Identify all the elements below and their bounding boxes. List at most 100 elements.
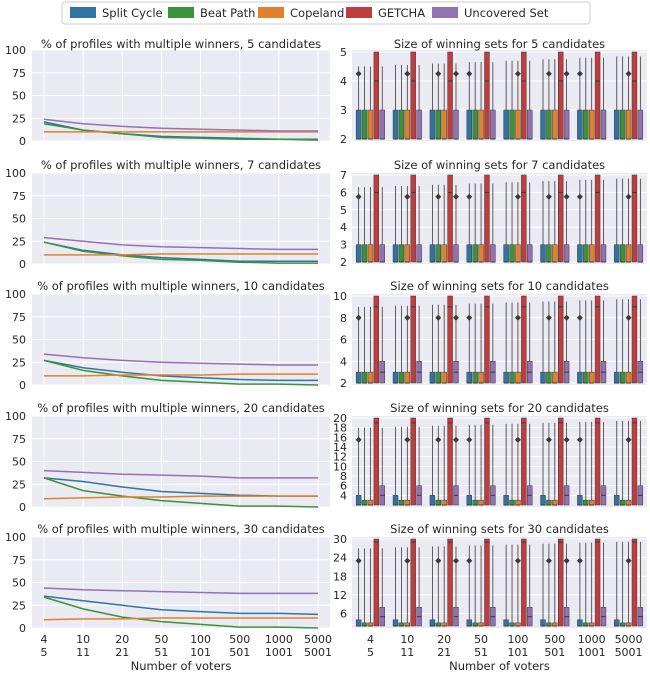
boxen-box (447, 538, 453, 627)
boxen-box (441, 499, 447, 506)
boxen-box (540, 495, 546, 506)
outlier-marker (404, 193, 411, 200)
line-chart-panel: 0 25 50 75 100 % of profiles with multiple wi… (5, 279, 330, 392)
boxen-chart-panel: 2 4 6 8 10 Size of winning sets for 10 candid… (333, 279, 647, 390)
boxen-box (625, 371, 632, 384)
x-tick-label: 20 (437, 633, 451, 646)
boxen-box (410, 295, 416, 384)
y-tick-label: 5 (340, 46, 347, 59)
boxen-box (625, 244, 632, 263)
x-tick-label: 1000 (578, 633, 606, 646)
y-tick-label: 100 (5, 167, 26, 180)
boxen-box (515, 499, 521, 506)
boxen-box (588, 244, 595, 263)
x-tick-label: 5000 (304, 633, 332, 646)
boxen-box (435, 244, 441, 263)
boxen-box (466, 371, 472, 384)
outlier-marker (404, 314, 411, 321)
boxen-box (552, 109, 558, 140)
outlier-marker (466, 436, 473, 443)
boxen-box (614, 244, 620, 263)
x-tick-label: 5000 (615, 633, 643, 646)
outlier-marker (563, 314, 570, 321)
y-tick-label: 100 (5, 531, 26, 544)
x-tick-label: 5 (41, 646, 48, 659)
series-line (43, 617, 318, 621)
boxen-box (435, 499, 441, 506)
outlier-marker (435, 557, 442, 564)
outlier-marker (404, 436, 411, 443)
outlier-marker (355, 193, 362, 200)
boxen-box (367, 244, 374, 263)
boxen-box (373, 174, 380, 263)
boxen-box (614, 619, 620, 627)
outlier-marker (355, 70, 362, 77)
x-tick-label: 10 (76, 633, 90, 646)
outlier-marker (576, 193, 583, 200)
outlier-marker (563, 193, 570, 200)
y-tick-label: 50 (12, 334, 26, 347)
boxen-box (614, 109, 620, 140)
boxen-box (594, 51, 601, 140)
boxen-box (631, 51, 638, 140)
y-tick-label: 4 (340, 75, 347, 88)
boxen-box (515, 244, 521, 263)
outlier-marker (576, 314, 583, 321)
series-line (43, 587, 318, 595)
y-tick-label: 20 (333, 412, 347, 425)
outlier-marker (466, 557, 473, 564)
boxen-box (503, 371, 509, 384)
y-tick-label: 50 (12, 90, 26, 103)
boxen-box (367, 371, 374, 384)
boxen-box (503, 109, 509, 140)
boxen-box (583, 371, 589, 384)
outlier-marker (514, 557, 521, 564)
boxen-box (410, 174, 416, 263)
boxen-box (410, 417, 416, 506)
outlier-marker (466, 314, 473, 321)
boxen-box (373, 538, 380, 627)
boxen-box (588, 499, 595, 506)
x-tick-label: 4 (41, 633, 48, 646)
outlier-marker (545, 557, 552, 564)
series-line (43, 596, 319, 629)
x-tick-label: 50 (474, 633, 488, 646)
boxen-box (472, 109, 478, 140)
boxen-box (637, 244, 644, 263)
x-tick-label: 101 (190, 646, 211, 659)
legend: Split Cycle Beat Path Copeland GETCHA Uncove… (61, 1, 591, 25)
y-tick-label: 0 (19, 258, 26, 271)
x-tick-label: 10 (400, 633, 414, 646)
boxen-box (441, 244, 447, 263)
boxen-box (361, 371, 368, 384)
boxen-box (583, 244, 589, 263)
legend-entry: Uncovered Set (432, 6, 549, 20)
boxen-box (447, 295, 453, 384)
boxen-box (614, 495, 620, 506)
y-tick-label: 4 (340, 355, 347, 368)
x-tick-label: 100 (190, 633, 211, 646)
boxen-box (367, 109, 374, 140)
y-tick-label: 75 (12, 67, 26, 80)
chart-title: Size of winning sets for 5 candidates (394, 37, 605, 51)
y-tick-label: 4 (340, 221, 347, 234)
boxen-box (540, 244, 546, 263)
boxen-box (625, 109, 632, 140)
legend-label: GETCHA (378, 6, 425, 20)
boxen-box (447, 51, 453, 140)
x-tick-label: 5001 (615, 646, 643, 659)
boxen-box (404, 371, 411, 384)
x-tick-label: 51 (154, 646, 168, 659)
boxen-box (509, 499, 515, 506)
boxen-box (429, 371, 436, 384)
boxen-box (594, 417, 601, 506)
series-line (43, 359, 319, 386)
boxen-box (527, 109, 533, 140)
chart-title: % of profiles with multiple winners, 7 c… (41, 158, 321, 172)
outlier-marker (576, 557, 583, 564)
chart-title: % of profiles with multiple winners, 20 … (37, 401, 325, 415)
chart-title: Size of winning sets for 30 candidates (390, 522, 609, 536)
legend-swatch (258, 7, 284, 18)
boxen-box (472, 499, 478, 506)
